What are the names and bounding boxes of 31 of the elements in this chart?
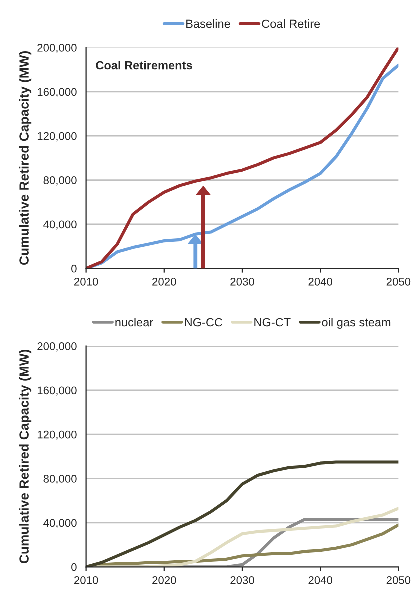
x-tick-label: 2030 (230, 278, 254, 286)
legend-label: nuclear (116, 318, 154, 327)
x-tick-label: 2030 (230, 576, 254, 584)
y-tick-label: 40,000 (44, 220, 77, 230)
legend-label: Coal Retire (262, 20, 320, 28)
legend-label: NG-CT (254, 318, 291, 327)
text: Coal Retirements (96, 61, 192, 70)
x-tick-label: 2050 (386, 576, 411, 584)
legend-label: NG-CC (185, 318, 223, 327)
legend-label: oil gas steam (322, 318, 391, 330)
y-tick-label: 200,000 (38, 342, 77, 352)
x-tick-label: 2040 (308, 278, 333, 286)
y-tick-label: 0 (72, 563, 77, 572)
x-tick-label: 2040 (308, 576, 333, 584)
y-tick-label: 160,000 (38, 386, 77, 396)
y-tick-label: 80,000 (44, 176, 77, 186)
x-tick-label: 2010 (74, 278, 98, 286)
x-tick-label: 2050 (386, 278, 411, 286)
legend-label: Baseline (186, 20, 230, 28)
x-tick-label: 2020 (152, 576, 176, 584)
y-tick-label: 120,000 (38, 132, 77, 142)
x-tick-label: 2020 (152, 278, 176, 286)
y-tick-label: 40,000 (44, 519, 77, 528)
y-axis-title: Cumulative Retired Capacity (MW) (19, 51, 32, 266)
y-tick-label: 0 (72, 264, 77, 273)
y-tick-label: 80,000 (44, 475, 77, 484)
y-axis-title: Cumulative Retired Capacity (MW) (19, 350, 32, 564)
x-tick-label: 2010 (74, 576, 98, 584)
y-tick-label: 120,000 (38, 430, 77, 440)
y-tick-label: 200,000 (38, 44, 77, 54)
y-tick-label: 160,000 (38, 88, 77, 98)
